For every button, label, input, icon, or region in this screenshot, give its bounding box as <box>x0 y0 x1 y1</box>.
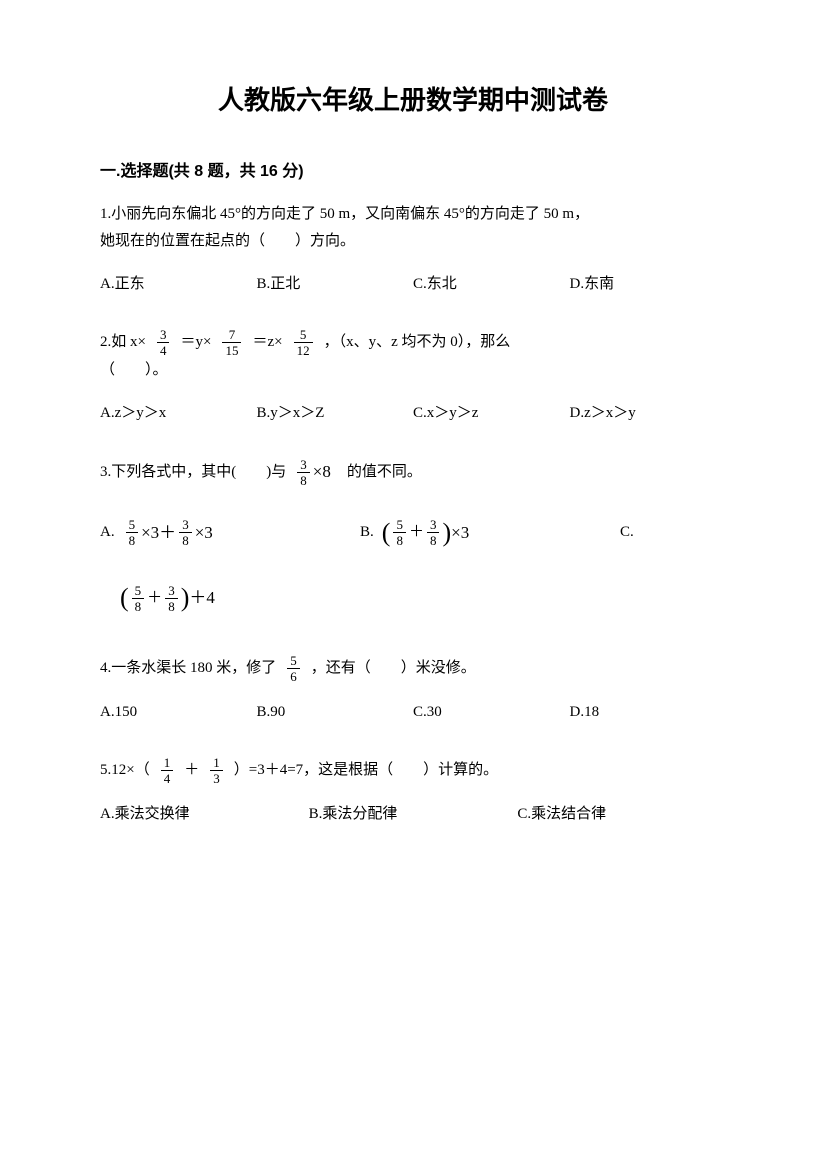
q3-prefix: 3.下列各式中，其中( )与 <box>100 459 286 486</box>
q5-frac2: 1 3 <box>210 756 223 785</box>
q2-mid2: ＝z× <box>252 329 282 356</box>
q5-prefix: 5.12×（ <box>100 757 150 784</box>
q2-suffix: ，（x、y、z 均不为 0），那么 <box>324 329 511 356</box>
q5-opt-a: A.乘法交换律 <box>100 801 309 828</box>
q3-opt-c-label: C. <box>620 519 634 546</box>
q3-opt-b: B. ( 58 ＋ 38 ) ×3 <box>360 518 620 549</box>
q4-suffix: ，还有（ ）米没修。 <box>311 655 476 682</box>
q1-line1: 1.小丽先向东偏北 45°的方向走了 50 m，又向南偏东 45°的方向走了 5… <box>100 206 589 222</box>
section-header: 一.选择题(共 8 题，共 16 分) <box>100 157 726 181</box>
q4-opt-b: B.90 <box>257 699 414 726</box>
q5-frac1: 1 4 <box>161 756 174 785</box>
q1-opt-b: B.正北 <box>257 271 414 298</box>
q3-suffix: 的值不同。 <box>347 459 422 486</box>
q4-text: 4.一条水渠长 180 米，修了 5 6 ，还有（ ）米没修。 <box>100 654 726 683</box>
q1-opt-a: A.正东 <box>100 271 257 298</box>
q5-opt-b: B.乘法分配律 <box>309 801 518 828</box>
q1-options: A.正东 B.正北 C.东北 D.东南 <box>100 271 726 298</box>
question-4: 4.一条水渠长 180 米，修了 5 6 ，还有（ ）米没修。 A.150 B.… <box>100 654 726 726</box>
q5-options: A.乘法交换律 B.乘法分配律 C.乘法结合律 <box>100 801 726 828</box>
q2-frac2: 7 15 <box>222 328 241 357</box>
q2-mid1: ＝y× <box>180 329 211 356</box>
q1-text: 1.小丽先向东偏北 45°的方向走了 50 m，又向南偏东 45°的方向走了 5… <box>100 201 726 255</box>
question-2: 2.如 x× 3 4 ＝y× 7 15 ＝z× 5 12 ，（x、y、z 均不为… <box>100 328 726 427</box>
q1-opt-d: D.东南 <box>570 271 727 298</box>
q2-opt-c: C.x＞y＞z <box>413 400 570 427</box>
page-title: 人教版六年级上册数学期中测试卷 <box>100 80 726 117</box>
q4-frac: 5 6 <box>287 654 300 683</box>
q3-text: 3.下列各式中，其中( )与 3 8 ×8 的值不同。 <box>100 457 726 488</box>
q4-prefix: 4.一条水渠长 180 米，修了 <box>100 655 276 682</box>
q1-opt-c: C.东北 <box>413 271 570 298</box>
q3-opt-a: A. 58 ×3＋ 38 ×3 <box>100 518 360 549</box>
q2-frac1: 3 4 <box>157 328 170 357</box>
q3-times8: ×8 <box>313 457 331 488</box>
q4-opt-a: A.150 <box>100 699 257 726</box>
q4-opt-c: C.30 <box>413 699 570 726</box>
question-3: 3.下列各式中，其中( )与 3 8 ×8 的值不同。 A. 58 ×3＋ 38… <box>100 457 726 614</box>
q2-frac3: 5 12 <box>294 328 313 357</box>
q4-options: A.150 B.90 C.30 D.18 <box>100 699 726 726</box>
q5-suffix: ）=3＋4=7，这是根据（ ）计算的。 <box>234 757 498 784</box>
q2-opt-b: B.y＞x＞Z <box>257 400 414 427</box>
q4-opt-d: D.18 <box>570 699 727 726</box>
question-1: 1.小丽先向东偏北 45°的方向走了 50 m，又向南偏东 45°的方向走了 5… <box>100 201 726 298</box>
q5-plus: ＋ <box>184 757 199 784</box>
q2-text: 2.如 x× 3 4 ＝y× 7 15 ＝z× 5 12 ，（x、y、z 均不为… <box>100 328 726 384</box>
q5-text: 5.12×（ 1 4 ＋ 1 3 ）=3＋4=7，这是根据（ ）计算的。 <box>100 756 726 785</box>
question-5: 5.12×（ 1 4 ＋ 1 3 ）=3＋4=7，这是根据（ ）计算的。 A.乘… <box>100 756 726 828</box>
q2-options: A.z＞y＞x B.y＞x＞Z C.x＞y＞z D.z＞x＞y <box>100 400 726 427</box>
q3-opt-c-expr: ( 58 ＋ 38 ) ＋4 <box>100 583 726 614</box>
q2-prefix: 2.如 x× <box>100 329 146 356</box>
q2-line2: （ ）。 <box>100 362 168 378</box>
q2-opt-a: A.z＞y＞x <box>100 400 257 427</box>
q1-line2: 她现在的位置在起点的（ ）方向。 <box>100 233 355 249</box>
q5-opt-c: C.乘法结合律 <box>517 801 726 828</box>
q3-frac-main: 3 8 <box>297 458 310 487</box>
q3-options: A. 58 ×3＋ 38 ×3 B. ( 58 ＋ 38 ) ×3 C. <box>100 518 726 614</box>
q2-opt-d: D.z＞x＞y <box>570 400 727 427</box>
